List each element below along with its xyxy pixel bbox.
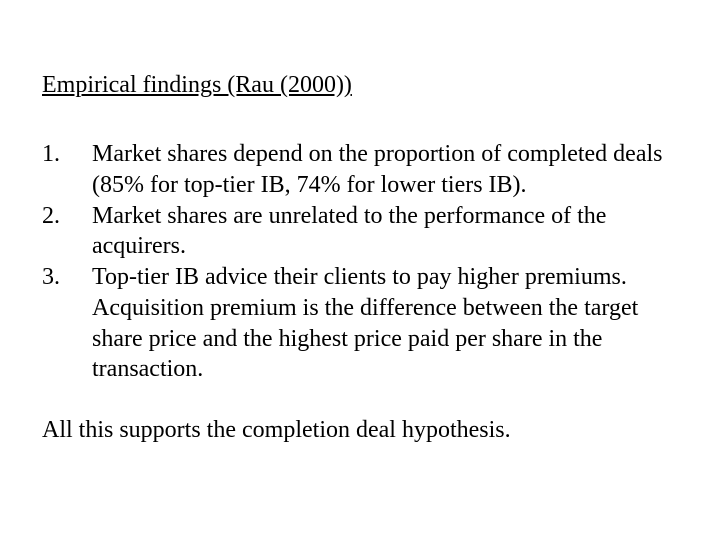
section-heading: Empirical findings (Rau (2000)) bbox=[42, 70, 678, 101]
list-item-text: Market shares depend on the proportion o… bbox=[92, 139, 678, 200]
closing-statement: All this supports the completion deal hy… bbox=[42, 415, 678, 446]
list-item-number: 3. bbox=[42, 262, 92, 385]
list-item: 2. Market shares are unrelated to the pe… bbox=[42, 201, 678, 262]
numbered-list: 1. Market shares depend on the proportio… bbox=[42, 139, 678, 385]
slide: Empirical findings (Rau (2000)) 1. Marke… bbox=[0, 0, 720, 540]
list-item: 1. Market shares depend on the proportio… bbox=[42, 139, 678, 200]
list-item-text: Market shares are unrelated to the perfo… bbox=[92, 201, 678, 262]
list-item-number: 1. bbox=[42, 139, 92, 200]
list-item-number: 2. bbox=[42, 201, 92, 262]
list-item-text: Top-tier IB advice their clients to pay … bbox=[92, 262, 678, 385]
list-item: 3. Top-tier IB advice their clients to p… bbox=[42, 262, 678, 385]
